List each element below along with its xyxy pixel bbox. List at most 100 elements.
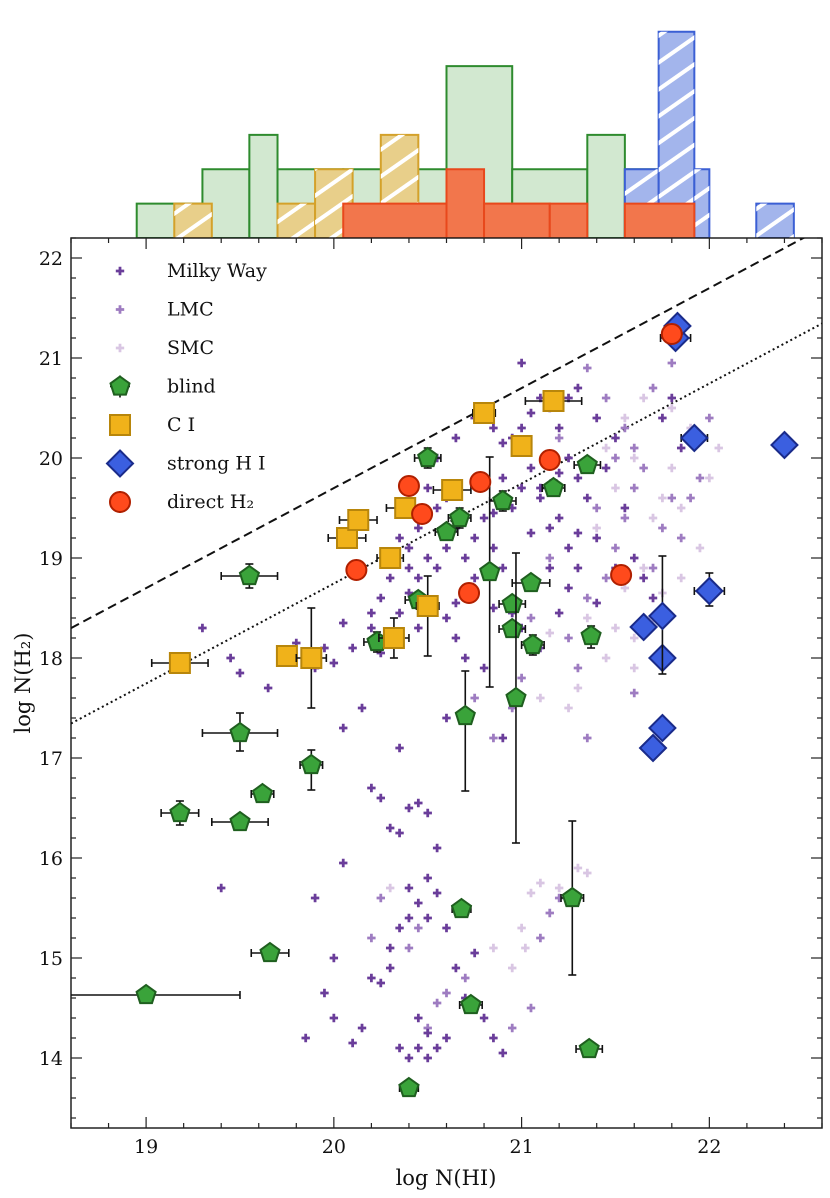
point-lmc — [583, 363, 592, 373]
point-mw — [554, 468, 564, 478]
point-ci — [379, 547, 402, 569]
point-blind — [135, 983, 157, 1005]
histogram-panel — [135, 30, 795, 239]
point-mw — [414, 523, 423, 533]
point-mw — [385, 943, 395, 953]
point-mw — [395, 1043, 404, 1053]
point-mw — [357, 703, 367, 713]
point-mw — [479, 663, 489, 673]
point-smc — [521, 943, 530, 953]
point-mw — [498, 1048, 508, 1058]
point-direct — [411, 503, 434, 525]
point-smc — [592, 523, 601, 533]
point-lmc — [667, 493, 676, 503]
x-axis-label: log N(HI) — [396, 1166, 497, 1190]
point-mw — [545, 523, 554, 533]
point-blind — [169, 801, 191, 823]
legend-label-direct: direct H₂ — [167, 491, 254, 513]
point-lmc — [470, 693, 479, 703]
point-blind — [561, 886, 583, 908]
point-smc — [601, 653, 611, 663]
point-mw — [414, 1013, 423, 1023]
point-mw — [517, 483, 526, 493]
point-direct — [538, 449, 561, 471]
hist-hatch-hist_blue — [756, 203, 794, 238]
point-lmc — [367, 933, 376, 943]
point-mw — [564, 393, 573, 403]
legend-marker-smc — [115, 343, 125, 353]
point-blind — [300, 753, 322, 775]
y-tick-label: 21 — [39, 348, 63, 370]
point-mw — [489, 543, 498, 553]
point-mw — [667, 393, 676, 403]
point-smc — [620, 413, 630, 423]
point-mw — [367, 608, 376, 618]
point-smc — [583, 868, 592, 878]
point-blind — [229, 721, 251, 743]
point-lmc — [648, 383, 658, 393]
point-mw — [451, 633, 461, 643]
point-lmc — [676, 533, 686, 543]
point-mw — [536, 493, 545, 503]
point-mw — [676, 443, 686, 453]
point-mw — [414, 573, 423, 583]
point-mw — [348, 1038, 357, 1048]
x-tick-label: 22 — [697, 1136, 721, 1158]
point-smc — [648, 513, 658, 523]
point-blind — [450, 897, 473, 919]
point-mw — [620, 503, 630, 513]
point-smc — [639, 563, 648, 573]
point-mw — [554, 608, 564, 618]
point-mw — [648, 593, 658, 603]
point-mw — [423, 483, 432, 493]
series-direct — [345, 323, 683, 604]
y-tick-label: 18 — [39, 648, 63, 670]
point-ci — [275, 645, 298, 667]
point-ci — [300, 647, 323, 669]
point-mw — [404, 588, 414, 598]
legend-marker-lmc — [115, 305, 125, 314]
point-lmc — [545, 908, 554, 918]
hist-bar-hist_red — [342, 202, 448, 239]
series-blind — [71, 446, 604, 1098]
y-axis-label: log N(H₂) — [11, 633, 35, 734]
point-lmc — [705, 413, 714, 423]
point-mw — [367, 973, 376, 983]
point-mw — [395, 923, 404, 933]
point-lmc — [517, 673, 526, 683]
point-direct — [345, 559, 368, 581]
point-lmc — [526, 1003, 536, 1013]
point-mw — [451, 963, 461, 973]
point-mw — [404, 1053, 414, 1063]
point-direct — [660, 323, 683, 345]
point-blind — [448, 506, 471, 528]
point-smc — [385, 883, 395, 893]
point-lmc — [508, 1023, 517, 1033]
point-smc — [489, 943, 498, 953]
point-blind — [522, 633, 544, 655]
point-blind — [542, 476, 565, 498]
point-blind — [238, 564, 261, 586]
point-blind — [501, 592, 523, 614]
point-smc — [630, 663, 639, 673]
point-mw — [554, 513, 564, 523]
point-blind — [479, 560, 501, 582]
point-mw — [376, 793, 385, 803]
point-lmc — [620, 423, 630, 433]
legend-marker-ci — [109, 414, 131, 436]
point-mw — [658, 413, 667, 423]
point-mw — [329, 1013, 339, 1023]
point-smc — [601, 443, 611, 453]
point-smc — [564, 703, 573, 713]
point-mw — [470, 573, 479, 583]
point-mw — [498, 733, 508, 743]
legend-label-strong: strong H I — [167, 453, 265, 475]
point-mw — [423, 1028, 432, 1038]
point-mw — [385, 573, 395, 583]
point-smc — [639, 393, 648, 403]
point-lmc — [414, 923, 423, 933]
point-mw — [442, 543, 451, 553]
point-mw — [442, 923, 451, 933]
point-mw — [489, 603, 498, 613]
point-direct — [469, 471, 492, 493]
